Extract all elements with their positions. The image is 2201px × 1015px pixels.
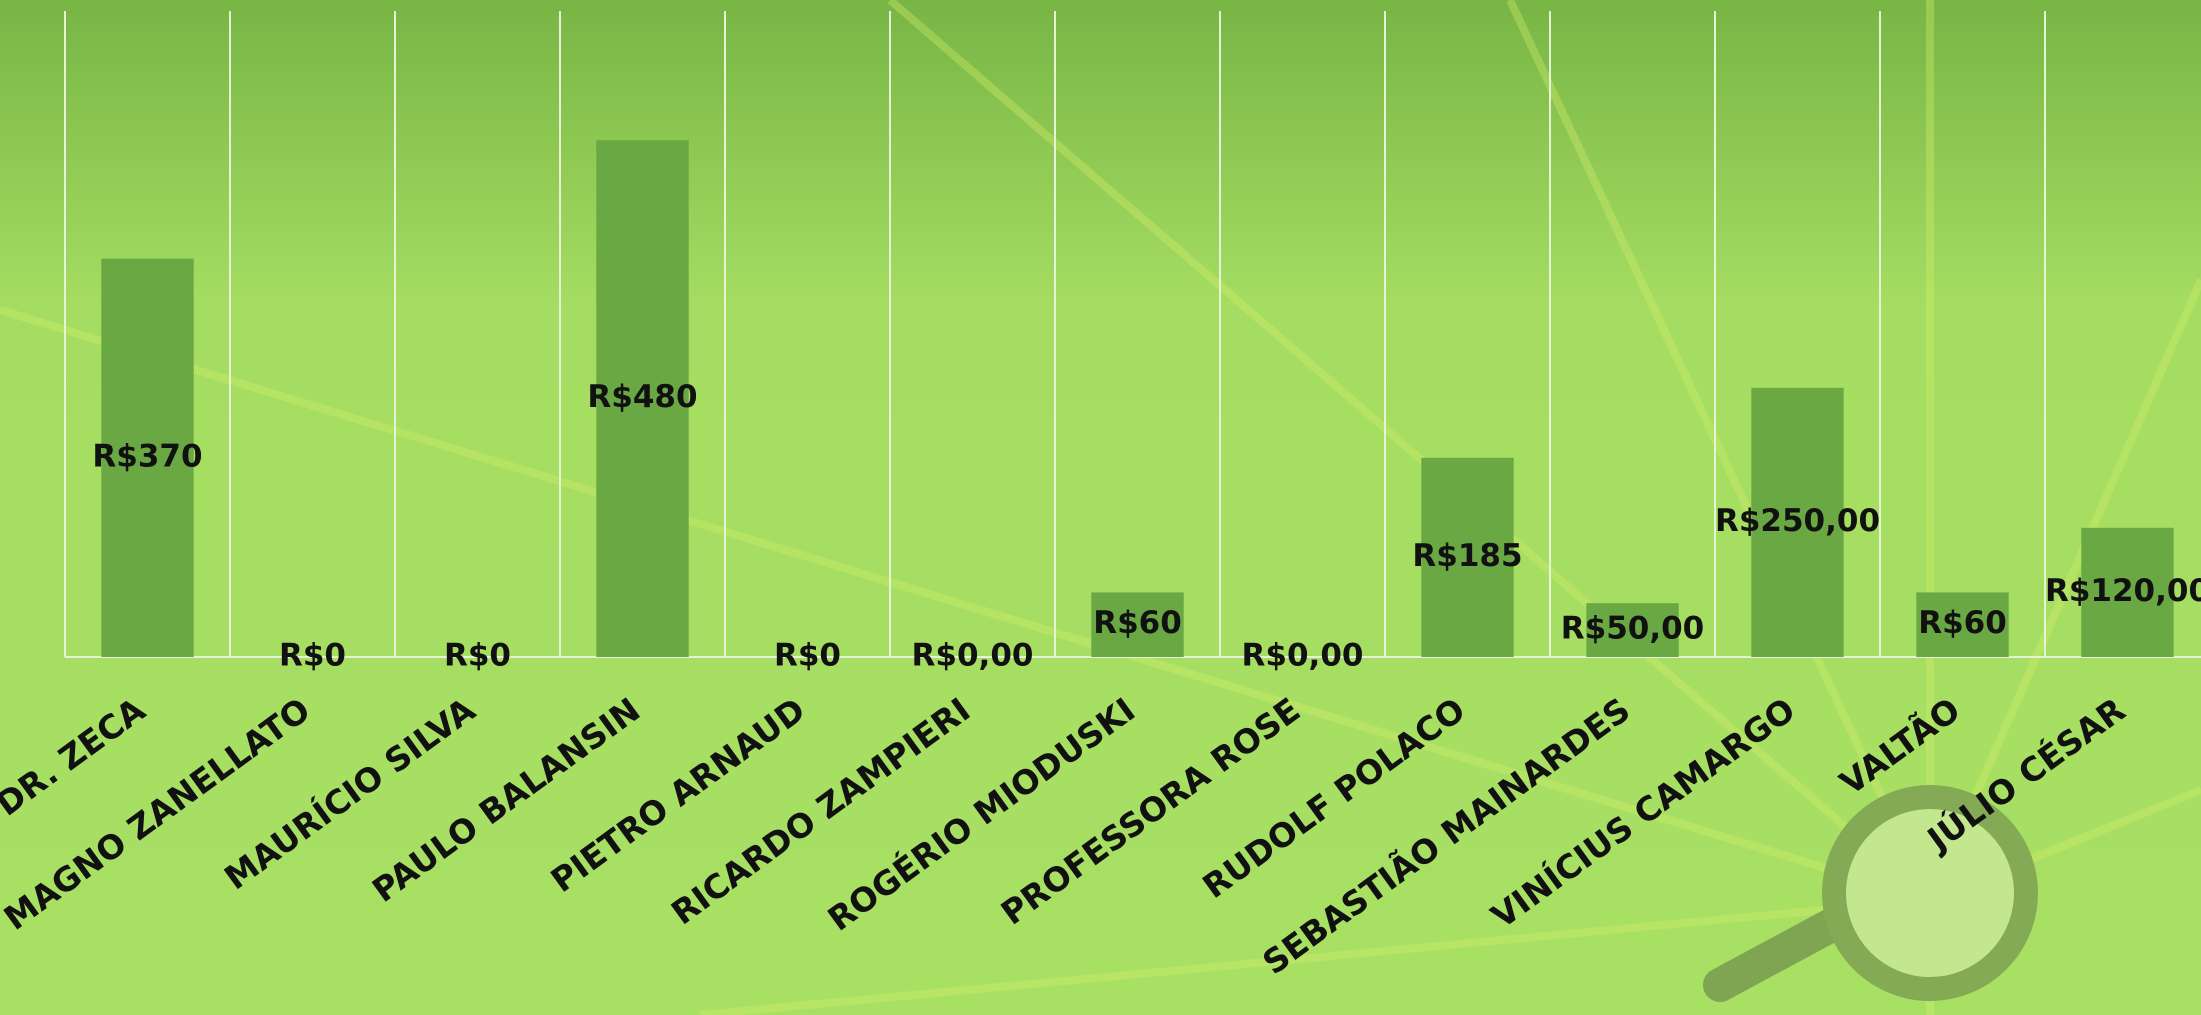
bar bbox=[1421, 457, 1514, 657]
value-label: R$0,00 bbox=[1242, 638, 1364, 674]
value-label: R$0 bbox=[774, 638, 841, 674]
value-label: R$0,00 bbox=[912, 638, 1034, 674]
bar bbox=[2081, 527, 2174, 657]
bar bbox=[596, 140, 689, 657]
value-label: R$185 bbox=[1412, 538, 1522, 574]
bar bbox=[1091, 592, 1184, 657]
bar bbox=[1586, 603, 1679, 657]
magnifier-icon bbox=[1703, 785, 2038, 1002]
value-label: R$0 bbox=[279, 638, 346, 674]
bar bbox=[1751, 387, 1844, 657]
value-label: R$250,00 bbox=[1715, 503, 1880, 539]
value-label: R$60 bbox=[1918, 605, 2007, 641]
value-label: R$60 bbox=[1093, 605, 1182, 641]
bar bbox=[1916, 592, 2009, 657]
value-label: R$50,00 bbox=[1561, 611, 1705, 647]
value-label: R$0 bbox=[444, 638, 511, 674]
value-label: R$370 bbox=[92, 438, 202, 474]
bar bbox=[101, 258, 194, 657]
value-label: R$120,00 bbox=[2045, 573, 2201, 609]
value-label: R$480 bbox=[587, 379, 697, 415]
